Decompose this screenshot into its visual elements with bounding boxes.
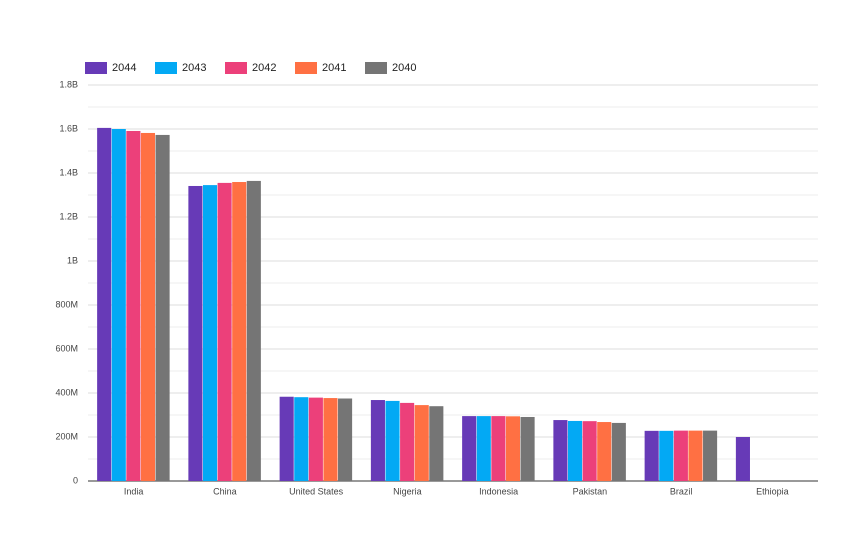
x-tick-label: Ethiopia (756, 486, 789, 496)
x-tick-label: United States (289, 486, 344, 496)
bar (688, 430, 703, 481)
bar (582, 421, 597, 481)
bar (703, 430, 718, 481)
bar (217, 182, 232, 481)
bar (126, 130, 141, 482)
bar (400, 402, 415, 481)
bar (520, 416, 535, 481)
bar (673, 430, 688, 481)
y-tick-label: 1B (67, 255, 78, 265)
y-tick-label: 200M (55, 431, 78, 441)
bar (370, 400, 385, 481)
legend-label: 2044 (112, 62, 136, 74)
bar (140, 132, 156, 481)
bar (202, 185, 218, 481)
bar (567, 420, 583, 481)
bar (308, 397, 323, 481)
bar (491, 416, 506, 481)
legend-label: 2040 (392, 62, 416, 74)
legend-label: 2042 (252, 62, 276, 74)
legend-swatch (225, 62, 247, 74)
bar (111, 129, 126, 481)
legend-swatch (365, 62, 387, 74)
bar (505, 416, 521, 481)
bar (462, 416, 477, 481)
legend-swatch (295, 62, 317, 74)
legend-label: 2043 (182, 62, 206, 74)
bar (279, 396, 294, 481)
bar (246, 180, 261, 482)
bar (188, 185, 203, 482)
bar (611, 422, 626, 481)
bar (97, 127, 112, 482)
bar (553, 420, 568, 481)
bar (385, 400, 400, 481)
x-tick-label: Pakistan (573, 486, 608, 496)
bar (476, 416, 491, 481)
y-tick-label: 1.4B (59, 167, 78, 177)
bar (323, 398, 338, 481)
bar (338, 398, 353, 481)
y-tick-label: 1.2B (59, 211, 78, 221)
x-tick-label: Indonesia (479, 486, 518, 496)
legend-swatch (85, 62, 107, 74)
y-tick-label: 1.8B (59, 79, 78, 89)
x-tick-label: Brazil (670, 486, 693, 496)
bar (294, 397, 309, 481)
y-tick-label: 0 (73, 475, 78, 485)
bar (232, 182, 247, 481)
x-tick-label: Nigeria (393, 486, 422, 496)
bar (429, 406, 444, 481)
y-tick-label: 800M (55, 299, 78, 309)
bar (597, 422, 612, 481)
legend-label: 2041 (322, 62, 346, 74)
y-tick-label: 1.6B (59, 123, 78, 133)
bar (414, 405, 429, 481)
bar (155, 134, 170, 481)
bar (659, 430, 674, 481)
y-tick-label: 600M (55, 343, 78, 353)
x-tick-label: India (124, 486, 144, 496)
bar (735, 437, 750, 481)
y-tick-label: 400M (55, 387, 78, 397)
x-tick-label: China (213, 486, 237, 496)
bar (644, 430, 659, 481)
legend-swatch (155, 62, 177, 74)
